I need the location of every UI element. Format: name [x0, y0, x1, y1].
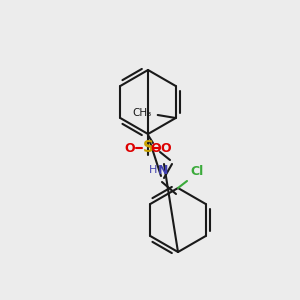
Text: CH₃: CH₃ [133, 108, 152, 118]
Text: N: N [158, 164, 168, 176]
Text: O: O [125, 142, 135, 154]
Text: Cl: Cl [190, 165, 203, 178]
Text: O: O [161, 142, 171, 154]
Text: S: S [142, 140, 154, 155]
Text: O: O [151, 142, 161, 154]
Text: H: H [149, 165, 157, 175]
